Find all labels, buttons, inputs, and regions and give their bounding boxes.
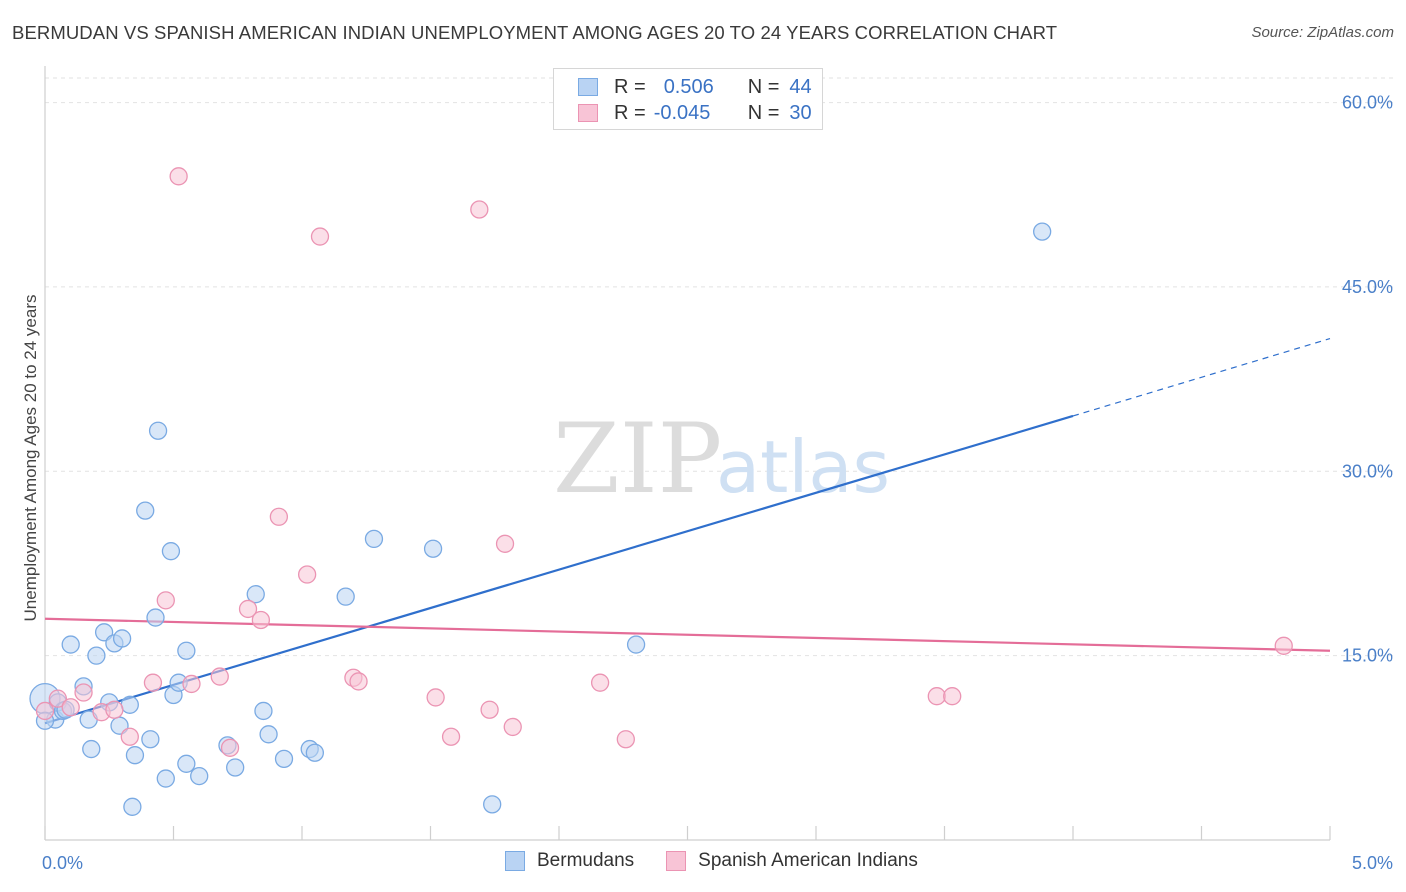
y-tick-label: 15.0% xyxy=(1342,646,1393,666)
bermudan-trend-extension xyxy=(1072,337,1331,417)
legend-n-value: 30 xyxy=(789,101,812,124)
spanish-american-indian-point xyxy=(297,565,317,584)
bermudan-point xyxy=(254,701,273,721)
spanish-american-indian-point xyxy=(480,700,499,719)
legend-swatch-pink xyxy=(578,104,598,122)
x-tick-label: 0.0% xyxy=(42,853,83,873)
spanish-american-indian-point xyxy=(74,683,93,702)
bermudan-point xyxy=(190,766,209,786)
spanish-american-indian-point xyxy=(310,227,330,246)
spanish-american-indian-point xyxy=(169,167,188,186)
bermudan-point xyxy=(141,730,160,749)
bermudan-point xyxy=(156,769,175,788)
bermudan-point xyxy=(136,501,155,520)
spanish-american-indian-point xyxy=(495,534,515,553)
bermudan-point xyxy=(226,758,245,777)
watermark-zip: ZIP xyxy=(553,403,722,515)
y-tick-label: 30.0% xyxy=(1342,461,1393,481)
spanish-american-indian-point xyxy=(238,599,258,619)
bermudan-point xyxy=(82,739,101,759)
spanish-american-indian-point xyxy=(61,698,80,717)
bermudan-point xyxy=(148,421,168,440)
legend-swatch-blue xyxy=(578,78,598,96)
spanish-american-indian-point xyxy=(503,717,522,737)
spanish-american-indian-point xyxy=(441,727,461,746)
watermark-atlas: atlas xyxy=(716,425,890,509)
bermudan-point xyxy=(364,529,384,549)
bermudan-point xyxy=(146,608,165,627)
bermudan-point xyxy=(246,585,265,604)
legend-row-bermudans: R = 0.506 N = 44 xyxy=(578,74,812,100)
watermark: ZIP atlas xyxy=(553,403,890,515)
x-tick-label: 5.0% xyxy=(1352,853,1393,873)
spanish-american-indian-point xyxy=(616,730,635,749)
spanish-american-indian-point xyxy=(1274,636,1293,655)
spanish-american-indian-point xyxy=(269,507,289,526)
spanish-american-indian-point xyxy=(120,727,139,746)
legend-r-label: R = xyxy=(614,101,646,124)
data-points xyxy=(29,167,1293,816)
bermudan-point xyxy=(305,743,325,762)
spanish-american-indian-point xyxy=(943,687,962,706)
bermudan-point xyxy=(120,695,139,714)
spanish-american-indian-point xyxy=(210,667,229,686)
bermudan-point xyxy=(626,635,646,654)
legend-label-spanish-american-indians: Spanish American Indians xyxy=(698,850,918,871)
bermudan-point xyxy=(125,746,145,765)
series-legend: Bermudans Spanish American Indians xyxy=(505,850,950,872)
legend-r-value: 0.506 xyxy=(663,75,714,98)
spanish-american-indian-point xyxy=(927,687,946,706)
bermudan-point xyxy=(423,539,443,558)
trend-lines xyxy=(44,337,1331,725)
spanish-american-indian-point xyxy=(35,701,55,721)
bermudan-point xyxy=(259,725,278,744)
bermudan-point xyxy=(112,629,132,648)
legend-swatch-pink xyxy=(666,851,687,871)
spanish-american-indian-point xyxy=(470,200,489,219)
legend-n-label: N = xyxy=(747,101,780,124)
legend-swatch-blue xyxy=(505,851,525,871)
spanish-american-indian-point xyxy=(220,738,240,757)
y-tick-label: 60.0% xyxy=(1342,93,1393,113)
bermudan-point xyxy=(1033,222,1052,241)
chart-title: BERMUDAN VS SPANISH AMERICAN INDIAN UNEM… xyxy=(12,22,1058,43)
legend-item-spanish-american-indians: Spanish American Indians xyxy=(666,850,918,872)
legend-n-value: 44 xyxy=(789,75,812,98)
bermudan-point xyxy=(177,641,196,660)
correlation-legend: R = 0.506 N = 44 R = -0.045 N = 30 xyxy=(553,68,823,130)
spanish-american-indian-point xyxy=(349,672,368,691)
legend-row-spanish-american-indians: R = -0.045 N = 30 xyxy=(578,100,812,126)
legend-item-bermudans: Bermudans xyxy=(505,850,634,872)
spanish-american-indian-point xyxy=(156,591,175,610)
tick-labels: 15.0% 30.0% 45.0% 60.0% 0.0% 5.0% xyxy=(42,93,1393,873)
legend-label-bermudans: Bermudans xyxy=(537,850,635,871)
spanish-american-indian-point xyxy=(143,673,163,692)
bermudan-point xyxy=(177,754,196,773)
bermudan-point xyxy=(274,749,294,769)
bermudan-point xyxy=(61,635,80,654)
grid-lines xyxy=(45,77,1393,657)
legend-n-label: N = xyxy=(747,75,780,98)
y-axis-label: Unemployment Among Ages 20 to 24 years xyxy=(21,295,40,622)
bermudan-point xyxy=(483,795,502,814)
spanish-american-indian-point xyxy=(182,674,201,694)
bermudan-point xyxy=(123,797,142,816)
spanish-american-indian-trend-line xyxy=(44,617,1331,652)
spanish-american-indian-point xyxy=(105,700,124,719)
source-label: Source: ZipAtlas.com xyxy=(1251,24,1394,41)
spanish-american-indian-point xyxy=(426,688,445,707)
bermudan-point xyxy=(87,646,106,665)
spanish-american-indian-point xyxy=(251,610,271,630)
legend-r-label: R = xyxy=(614,75,646,98)
spanish-american-indian-point xyxy=(48,689,67,708)
legend-r-value: -0.045 xyxy=(653,101,711,124)
y-tick-label: 45.0% xyxy=(1342,277,1393,297)
spanish-american-indian-point xyxy=(590,673,610,692)
bermudan-point xyxy=(336,587,355,606)
bermudan-point xyxy=(161,542,181,561)
